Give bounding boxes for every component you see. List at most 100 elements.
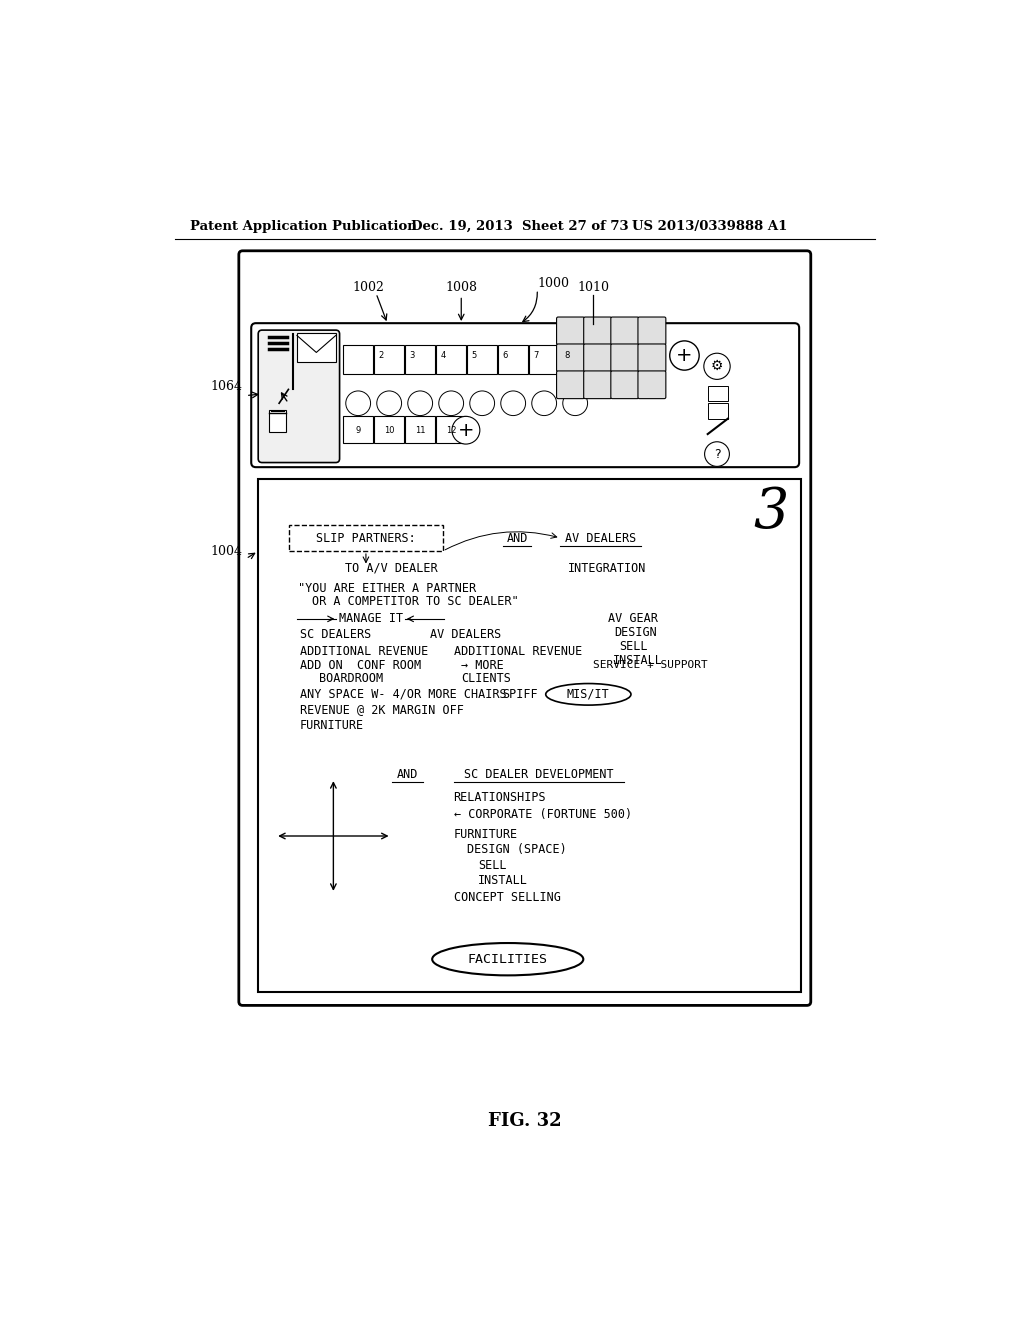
Text: 4: 4	[440, 351, 445, 360]
Text: 8: 8	[564, 351, 569, 360]
Text: 9: 9	[355, 426, 360, 434]
Bar	[258, 479, 801, 991]
Circle shape	[563, 391, 588, 416]
Text: CLIENTS: CLIENTS	[461, 672, 511, 685]
Text: SC DEALER DEVELOPMENT: SC DEALER DEVELOPMENT	[464, 768, 613, 781]
FancyBboxPatch shape	[557, 345, 585, 372]
Circle shape	[703, 354, 730, 379]
FancyBboxPatch shape	[251, 323, 799, 467]
Text: ⚙: ⚙	[711, 359, 723, 374]
Text: Patent Application Publication: Patent Application Publication	[190, 219, 417, 232]
Bar	[436, 345, 466, 374]
FancyBboxPatch shape	[611, 371, 639, 399]
Text: ← CORPORATE (FORTUNE 500): ← CORPORATE (FORTUNE 500)	[454, 808, 632, 821]
Text: AND: AND	[396, 768, 418, 781]
Bar	[529, 345, 559, 374]
Text: → MORE: → MORE	[461, 659, 504, 672]
Text: AV DEALERS: AV DEALERS	[565, 532, 636, 545]
Bar	[467, 345, 497, 374]
Bar	[375, 345, 403, 374]
Text: ADDITIONAL REVENUE: ADDITIONAL REVENUE	[454, 644, 582, 657]
Circle shape	[470, 391, 495, 416]
Bar	[436, 416, 466, 444]
Text: FURNITURE: FURNITURE	[454, 828, 517, 841]
Ellipse shape	[546, 684, 631, 705]
Text: SLIP PARTNERS:: SLIP PARTNERS:	[316, 532, 416, 545]
Circle shape	[346, 391, 371, 416]
Text: CONCEPT SELLING: CONCEPT SELLING	[454, 891, 560, 904]
Bar	[560, 345, 590, 374]
FancyBboxPatch shape	[557, 371, 585, 399]
Text: INTEGRATION: INTEGRATION	[568, 561, 646, 574]
Circle shape	[705, 442, 729, 466]
Text: 5: 5	[471, 351, 476, 360]
Circle shape	[452, 416, 480, 444]
Text: 1008: 1008	[445, 281, 477, 294]
Text: SPIFF: SPIFF	[503, 688, 538, 701]
Text: AND: AND	[506, 532, 527, 545]
Text: AV DEALERS: AV DEALERS	[430, 628, 502, 640]
Bar	[375, 416, 403, 444]
Text: 1002: 1002	[352, 281, 384, 294]
Text: DESIGN (SPACE): DESIGN (SPACE)	[467, 843, 567, 857]
FancyBboxPatch shape	[289, 525, 443, 552]
Text: 10: 10	[384, 426, 394, 434]
Text: 12: 12	[445, 426, 457, 434]
Text: REVENUE @ 2K MARGIN OFF: REVENUE @ 2K MARGIN OFF	[300, 704, 464, 717]
FancyBboxPatch shape	[584, 345, 611, 372]
Circle shape	[438, 391, 464, 416]
Text: 1064: 1064	[211, 380, 243, 393]
Text: MANAGE IT: MANAGE IT	[339, 612, 402, 626]
Text: 11: 11	[415, 426, 425, 434]
Bar	[708, 385, 728, 401]
Bar	[343, 416, 373, 444]
Text: INSTALL: INSTALL	[478, 874, 528, 887]
Bar	[708, 404, 728, 418]
Text: FURNITURE: FURNITURE	[300, 718, 365, 731]
Circle shape	[501, 391, 525, 416]
Circle shape	[377, 391, 401, 416]
FancyBboxPatch shape	[638, 345, 666, 372]
Circle shape	[531, 391, 557, 416]
Text: SELL: SELL	[620, 640, 648, 653]
Text: SERVICE + SUPPORT: SERVICE + SUPPORT	[593, 660, 708, 671]
Text: AV GEAR: AV GEAR	[608, 612, 658, 626]
Text: FIG. 32: FIG. 32	[488, 1111, 561, 1130]
Text: 3: 3	[754, 486, 788, 540]
Text: +: +	[458, 421, 474, 440]
Bar	[269, 411, 286, 432]
Text: ANY SPACE W- 4/OR MORE CHAIRS: ANY SPACE W- 4/OR MORE CHAIRS	[300, 688, 507, 701]
FancyBboxPatch shape	[584, 371, 611, 399]
FancyBboxPatch shape	[611, 317, 639, 345]
Bar	[499, 345, 528, 374]
Text: 2: 2	[378, 351, 384, 360]
Bar	[297, 333, 336, 363]
Text: 6: 6	[503, 351, 508, 360]
Text: 7: 7	[534, 351, 539, 360]
Text: FACILITIES: FACILITIES	[468, 953, 548, 966]
Text: 1010: 1010	[577, 281, 609, 294]
Text: 1004: 1004	[211, 545, 243, 557]
Ellipse shape	[432, 942, 584, 975]
Text: ?: ?	[714, 447, 720, 461]
FancyBboxPatch shape	[638, 371, 666, 399]
Bar	[343, 345, 373, 374]
FancyBboxPatch shape	[584, 317, 611, 345]
Text: SC DEALERS: SC DEALERS	[300, 628, 372, 640]
Text: 1000: 1000	[538, 277, 569, 290]
Text: ADD ON  CONF ROOM: ADD ON CONF ROOM	[300, 659, 421, 672]
Bar	[406, 416, 435, 444]
Text: OR A COMPETITOR TO SC DEALER": OR A COMPETITOR TO SC DEALER"	[312, 595, 519, 609]
Text: 3: 3	[410, 351, 415, 360]
Text: TO A/V DEALER: TO A/V DEALER	[345, 561, 437, 574]
Circle shape	[408, 391, 432, 416]
Text: DESIGN: DESIGN	[614, 626, 657, 639]
Text: "YOU ARE EITHER A PARTNER: "YOU ARE EITHER A PARTNER	[299, 582, 476, 594]
Text: MIS/IT: MIS/IT	[567, 688, 609, 701]
Text: Dec. 19, 2013  Sheet 27 of 73: Dec. 19, 2013 Sheet 27 of 73	[411, 219, 629, 232]
FancyBboxPatch shape	[611, 345, 639, 372]
Text: BOARDROOM: BOARDROOM	[318, 672, 383, 685]
Bar	[406, 345, 435, 374]
Text: RELATIONSHIPS: RELATIONSHIPS	[454, 791, 546, 804]
Text: ADDITIONAL REVENUE: ADDITIONAL REVENUE	[300, 644, 428, 657]
